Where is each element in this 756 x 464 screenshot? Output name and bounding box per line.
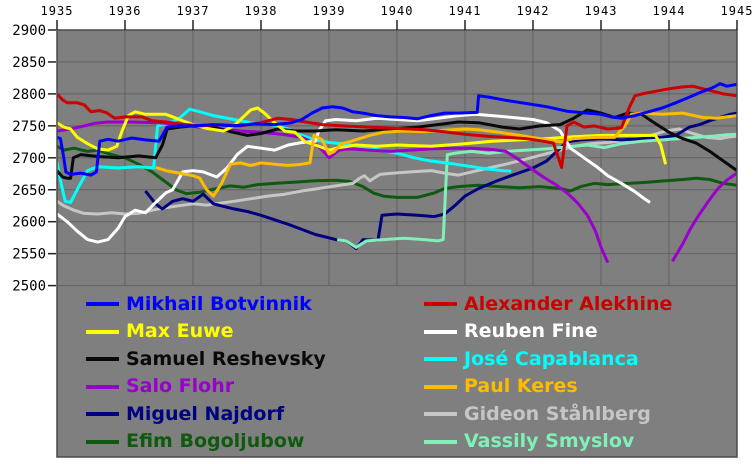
legend-color-swatch-icon: [424, 412, 457, 416]
legend-label: José Capablanca: [464, 347, 639, 370]
series-line-miguel-najdorf: [144, 111, 737, 250]
series-line-max-euwe: [57, 106, 668, 165]
y-tick-label-2500: 2500: [12, 279, 46, 295]
legend-label: Mikhail Botvinnik: [126, 292, 312, 315]
x-tick-label-1945: 1945: [721, 4, 754, 18]
y-tick-label-2850: 2850: [12, 55, 46, 71]
y-tick-label-2650: 2650: [12, 183, 46, 199]
legend-label: Paul Keres: [464, 375, 578, 397]
y-tick-label-2550: 2550: [12, 247, 46, 263]
y-tick-label-2900: 2900: [12, 23, 46, 39]
legend-item-jose-capablanca: José Capablanca: [424, 346, 639, 372]
x-tick-label-1943: 1943: [585, 4, 618, 18]
legend-item-gideon-stahlberg: Gideon Ståhlberg: [424, 401, 651, 427]
legend-color-swatch-icon: [86, 412, 119, 416]
series-lines: [57, 82, 737, 264]
x-tick-label-1939: 1939: [313, 4, 346, 18]
series-line-efim-bogoljubow: [57, 144, 737, 199]
legend-color-swatch-icon: [424, 384, 457, 389]
legend-label: Vassily Smyslov: [464, 430, 635, 452]
legend-label: Efim Bogoljubow: [126, 430, 305, 452]
legend-item-salo-flohr: Salo Flohr: [86, 374, 234, 400]
legend-color-swatch-icon: [424, 439, 457, 444]
y-tick-label-2600: 2600: [12, 215, 46, 231]
legend-label: Samuel Reshevsky: [126, 347, 326, 370]
x-tick-label-1940: 1940: [381, 4, 414, 18]
legend-label: Alexander Alekhine: [464, 292, 673, 315]
x-tick-label-1938: 1938: [245, 4, 278, 18]
legend-item-vassily-smyslov: Vassily Smyslov: [424, 429, 634, 455]
x-tick-label-1942: 1942: [517, 4, 550, 18]
series-line-salo-flohr: [671, 171, 737, 263]
x-tick-label-1935: 1935: [41, 4, 74, 18]
axis-ticks: [48, 20, 738, 287]
legend-color-swatch-icon: [86, 302, 119, 306]
legend-color-swatch-icon: [86, 357, 119, 361]
legend-label: Miguel Najdorf: [126, 402, 285, 425]
gridlines: [57, 30, 737, 287]
legend-label: Salo Flohr: [126, 375, 235, 397]
legend-item-samuel-reshevsky: Samuel Reshevsky: [86, 346, 326, 372]
y-tick-label-2700: 2700: [12, 151, 46, 167]
series-line-paul-keres: [155, 111, 737, 198]
series-line-mikhail-botvinnik: [57, 82, 737, 177]
legend-label: Reuben Fine: [464, 320, 598, 342]
legend-label: Max Euwe: [126, 320, 234, 342]
legend-item-mikhail-botvinnik: Mikhail Botvinnik: [86, 291, 312, 317]
legend-color-swatch-icon: [86, 384, 119, 389]
legend-color-swatch-icon: [424, 302, 457, 306]
legend-color-swatch-icon: [424, 357, 457, 361]
legend-item-max-euwe: Max Euwe: [86, 319, 234, 345]
x-tick-label-1937: 1937: [177, 4, 210, 18]
legend-item-miguel-najdorf: Miguel Najdorf: [86, 401, 284, 427]
legend-label: Gideon Ståhlberg: [464, 402, 651, 425]
legend-color-swatch-icon: [86, 439, 119, 444]
legend-item-alexander-alekhine: Alexander Alekhine: [424, 291, 672, 317]
x-tick-label-1941: 1941: [449, 4, 482, 18]
legend-color-swatch-icon: [86, 329, 119, 334]
x-tick-label-1944: 1944: [653, 4, 686, 18]
y-tick-label-2750: 2750: [12, 119, 46, 135]
series-line-alexander-alekhine: [57, 84, 737, 169]
legend-item-paul-keres: Paul Keres: [424, 374, 578, 400]
x-tick-label-1936: 1936: [109, 4, 142, 18]
legend-item-efim-bogoljubow: Efim Bogoljubow: [86, 429, 304, 455]
legend-item-reuben-fine: Reuben Fine: [424, 319, 598, 345]
y-tick-label-2800: 2800: [12, 87, 46, 103]
legend-color-swatch-icon: [424, 329, 457, 334]
